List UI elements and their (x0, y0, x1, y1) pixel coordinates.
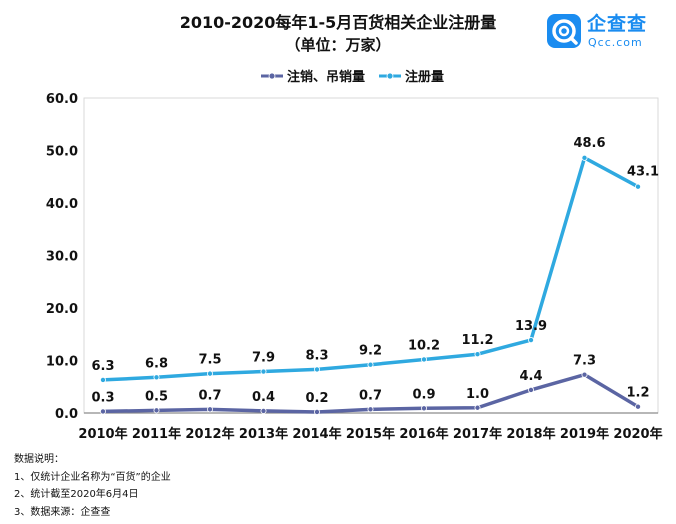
x-tick-label: 2010年 (78, 426, 127, 442)
y-tick-label: 30.0 (46, 250, 78, 265)
data-label: 13.9 (515, 319, 547, 334)
data-label: 0.4 (252, 390, 275, 405)
data-label: 4.4 (519, 369, 542, 384)
data-point (313, 408, 320, 415)
data-point (420, 356, 427, 363)
data-point (581, 154, 588, 161)
x-tick-label: 2012年 (185, 426, 234, 442)
x-tick-label: 2019年 (560, 426, 609, 442)
data-label: 1.0 (466, 387, 489, 402)
data-point (581, 371, 588, 378)
x-tick-label: 2020年 (613, 426, 662, 442)
y-tick-label: 40.0 (46, 197, 78, 212)
chart-subtitle: （单位：万家） (285, 36, 391, 54)
data-point (528, 337, 535, 344)
data-point (100, 376, 107, 383)
data-label: 1.2 (626, 386, 649, 401)
data-point (206, 370, 213, 377)
data-label: 0.3 (91, 390, 114, 405)
note-item: 3、数据来源：企查查 (14, 506, 111, 518)
data-label: 8.3 (305, 348, 328, 363)
notes-heading: 数据说明： (14, 454, 64, 465)
data-label: 48.6 (573, 136, 605, 151)
data-point (153, 407, 160, 414)
data-label: 0.7 (359, 388, 382, 403)
data-label: 0.9 (412, 387, 435, 402)
y-tick-label: 50.0 (46, 145, 78, 160)
brand-name: 企查查 (587, 13, 648, 35)
data-label: 43.1 (627, 165, 659, 180)
y-tick-label: 60.0 (46, 92, 78, 107)
x-tick-label: 2015年 (346, 426, 395, 442)
data-point (367, 406, 374, 413)
data-point (153, 374, 160, 381)
x-tick-label: 2017年 (453, 426, 502, 442)
data-label: 7.3 (573, 354, 596, 369)
data-label: 11.2 (461, 333, 493, 348)
data-label: 10.2 (408, 338, 440, 353)
data-point (367, 361, 374, 368)
legend-label: 注册量 (405, 69, 444, 85)
data-point (100, 408, 107, 415)
x-tick-label: 2013年 (239, 426, 288, 442)
data-label: 6.8 (145, 356, 168, 371)
note-item: 1、仅统计企业名称为“百货”的企业 (14, 471, 171, 483)
data-point (313, 366, 320, 373)
data-point (260, 368, 267, 375)
note-item: 2、统计截至2020年6月4日 (14, 489, 139, 500)
x-tick-label: 2011年 (132, 426, 181, 442)
data-point (420, 405, 427, 412)
data-point (474, 351, 481, 358)
x-tick-label: 2018年 (506, 426, 555, 442)
data-point (635, 403, 642, 410)
legend-marker (386, 72, 394, 80)
legend-label: 注销、吊销量 (287, 69, 365, 85)
data-label: 7.9 (252, 351, 275, 366)
y-tick-label: 20.0 (46, 302, 78, 317)
y-tick-label: 10.0 (46, 355, 78, 370)
chart-title: 2010-2020每年1-5月百货相关企业注册量 (179, 13, 497, 32)
data-label: 7.5 (198, 353, 221, 368)
line-chart: 注销、吊销量 注册量 0.0 10.0 20.0 30.0 40.0 50.0 60.0 2010… (46, 69, 663, 442)
data-point (635, 183, 642, 190)
data-notes: 数据说明： 1、仅统计企业名称为“百货”的企业 2、统计截至2020年6月4日 … (14, 451, 171, 521)
x-tick-label: 2016年 (399, 426, 448, 442)
data-point (528, 386, 535, 393)
data-point (260, 407, 267, 414)
brand-domain: Qcc.com (588, 36, 643, 49)
x-tick-label: 2014年 (292, 426, 341, 442)
data-label: 0.5 (145, 389, 168, 404)
data-point (206, 406, 213, 413)
y-tick-label: 0.0 (55, 407, 78, 422)
qcc-logo-icon (547, 14, 581, 48)
data-label: 6.3 (91, 359, 114, 374)
data-label: 0.2 (305, 391, 328, 406)
data-label: 0.7 (198, 388, 221, 403)
brand-logo: 企查查 Qcc.com (547, 12, 667, 52)
legend-marker (268, 72, 276, 80)
data-label: 9.2 (359, 344, 382, 359)
data-point (474, 404, 481, 411)
